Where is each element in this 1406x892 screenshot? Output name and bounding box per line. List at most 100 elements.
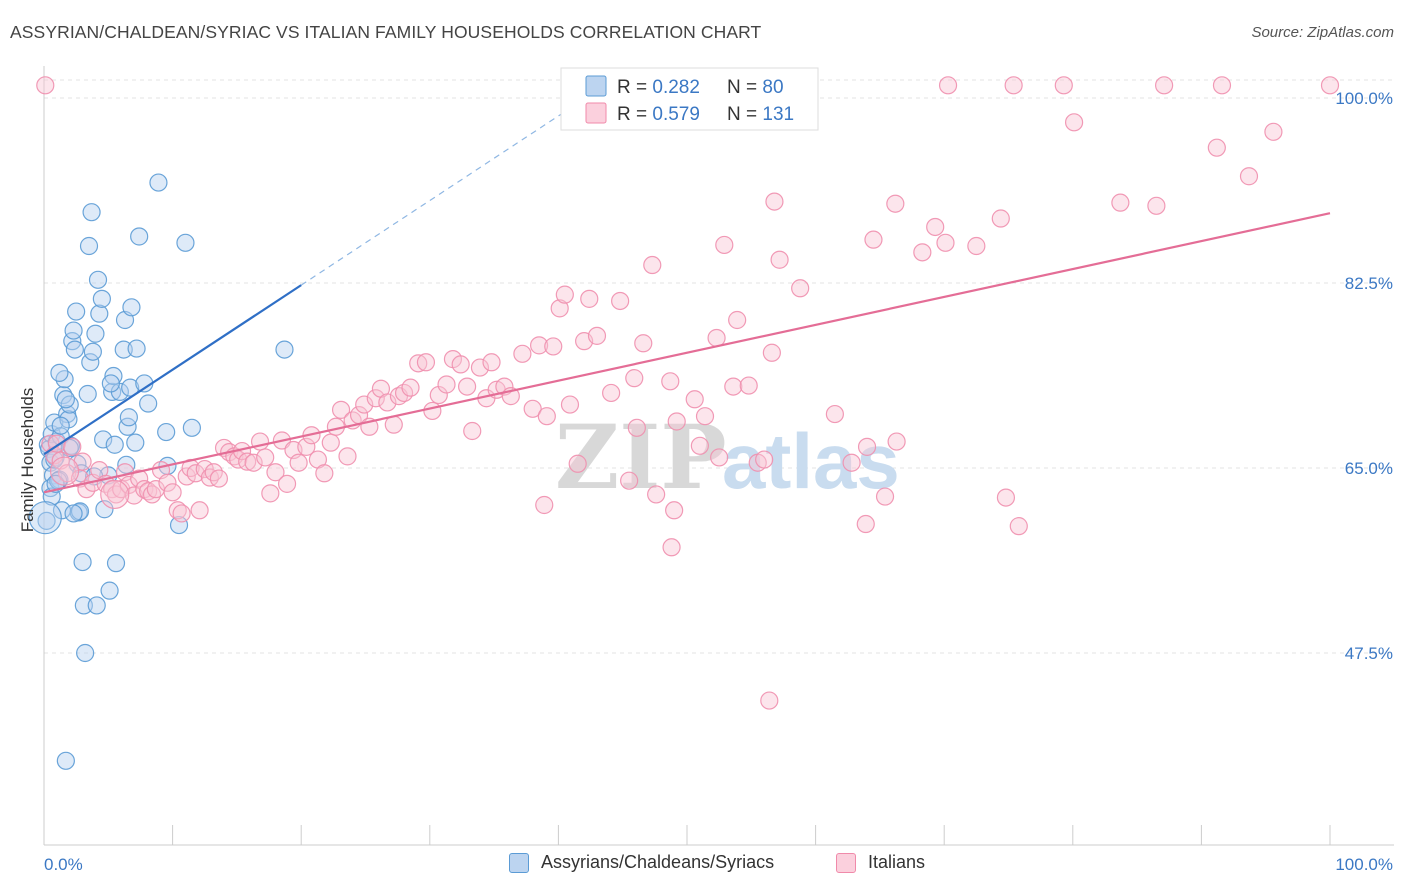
- grid-lines: [44, 79, 1394, 654]
- italians-point-41: [238, 452, 257, 471]
- assyrians-trend-line: [43, 284, 302, 456]
- italians-point-121: [875, 487, 895, 506]
- legend-blue-swatch: [585, 75, 607, 97]
- italians-extra-point-4: [857, 437, 877, 456]
- italians-point-45: [261, 484, 280, 503]
- italians-point-58: [338, 447, 357, 466]
- italians-point-89: [544, 337, 563, 356]
- italians-point-98: [611, 291, 630, 311]
- assyrians-point-28: [74, 596, 93, 615]
- y-tick-label-2: 65.0%: [1345, 459, 1393, 478]
- italians-point-107: [695, 407, 715, 426]
- assyrians-point-21: [64, 321, 83, 340]
- assyrians-point-63: [169, 515, 189, 535]
- assyrians-point-55: [126, 433, 145, 452]
- assyrians-point-15: [50, 363, 69, 382]
- italians-point-123: [913, 243, 932, 262]
- legend-swatch-pink: [836, 852, 856, 873]
- legend-blue-n-label: N =: [727, 77, 762, 98]
- assyrians-point-79: [101, 374, 120, 393]
- italians-point-57: [331, 400, 351, 419]
- assyrians-point-33: [86, 324, 105, 343]
- italians-point-17: [124, 486, 144, 505]
- zipatlas-watermark: ZIP atlas: [555, 405, 900, 509]
- italians-point-115: [765, 192, 784, 211]
- italians-point-69: [401, 378, 420, 397]
- legend-blue-n-value: 80: [762, 77, 783, 98]
- italians-point-106: [690, 436, 709, 455]
- italians-point-110: [724, 377, 743, 396]
- watermark-atlas: atlas: [722, 417, 900, 505]
- assyrians-point-27: [73, 552, 92, 572]
- assyrians-point-59: [139, 394, 158, 413]
- italians-point-100: [627, 418, 646, 437]
- italians-top-point-3: [1004, 76, 1023, 95]
- italians-point-101: [634, 334, 653, 353]
- italians-point-5: [63, 437, 82, 456]
- italians-point-126: [967, 236, 986, 256]
- italians-extra-point-11: [755, 450, 774, 469]
- x-tick-label-1: 100.0%: [1335, 855, 1393, 874]
- italians-point-74: [437, 375, 456, 394]
- italians-point-31: [190, 501, 209, 520]
- legend-blue-r-label: R =: [617, 77, 652, 98]
- y-tick-label-0: 100.0%: [1335, 89, 1393, 108]
- y-tick-labels: 100.0% 82.5% 65.0% 47.5%: [1335, 89, 1393, 663]
- italians-extra-point-5: [887, 432, 906, 451]
- italians-point-112: [739, 376, 758, 395]
- assyrians-point-29: [76, 643, 95, 663]
- italians-big-point-1: [100, 479, 130, 510]
- italians-extra-point-1: [665, 501, 684, 520]
- assyrians-point-64: [176, 233, 195, 252]
- italians-point-46: [266, 463, 285, 482]
- assyrians-point-32: [83, 342, 102, 361]
- italians-trend-line: [43, 212, 1331, 494]
- italians-extra-point-7: [647, 485, 666, 504]
- assyrians-point-22: [65, 340, 84, 359]
- assyrians-point-34: [79, 236, 99, 256]
- legend-pink-r-value: 0.579: [652, 104, 700, 125]
- legend-item-italians[interactable]: Italians: [836, 852, 925, 873]
- chart-title: ASSYRIAN/CHALDEAN/SYRIAC VS ITALIAN FAMI…: [10, 22, 762, 42]
- assyrians-point-36: [88, 270, 108, 289]
- assyrians-point-23: [67, 302, 86, 321]
- assyrians-point-52: [119, 408, 138, 427]
- assyrians-big-point-0: [28, 501, 62, 535]
- y-tick-label-1: 82.5%: [1345, 274, 1393, 293]
- assyrians-point-30: [78, 384, 97, 404]
- assyrians-point-60: [149, 173, 168, 192]
- italians-point-104: [667, 412, 686, 431]
- legend-top: R = 0.282 N = 80 R = 0.579 N = 131: [560, 67, 819, 131]
- italians-extra-point-0: [620, 471, 639, 490]
- italians-point-85: [513, 344, 532, 363]
- italians-point-117: [791, 279, 810, 298]
- assyrians-point-71: [56, 390, 75, 409]
- italians-point-93: [568, 454, 587, 473]
- italians-point-97: [602, 383, 621, 403]
- italians-point-131: [1147, 196, 1166, 215]
- source-label: Source: ZipAtlas.com: [1251, 24, 1394, 41]
- legend-pink-n-label: N =: [727, 104, 762, 125]
- legend-item-assyrians[interactable]: Assyrians/Chaldeans/Syriacs: [509, 852, 774, 873]
- assyrians-point-77: [64, 504, 83, 523]
- italians-point-105: [685, 390, 704, 409]
- italians-point-119: [856, 514, 875, 534]
- italians-point-51: [297, 437, 316, 456]
- italians-point-91: [555, 285, 574, 304]
- legend-pink-swatch: [585, 102, 607, 124]
- series-assyrians-points: [28, 173, 294, 770]
- italians-point-71: [416, 353, 436, 372]
- assyrians-point-39: [94, 430, 113, 449]
- italians-extra-point-6: [996, 488, 1016, 507]
- italians-point-130: [1111, 193, 1130, 212]
- assyrians-point-37: [90, 304, 109, 323]
- italians-top-point-2: [938, 76, 958, 95]
- assyrians-point-8: [37, 511, 56, 530]
- italians-point-25: [163, 483, 182, 502]
- assyrians-point-35: [82, 203, 101, 222]
- italians-point-133: [1239, 167, 1259, 186]
- italians-point-128: [1009, 517, 1028, 536]
- italians-point-116: [770, 250, 789, 269]
- italians-point-99: [625, 369, 644, 388]
